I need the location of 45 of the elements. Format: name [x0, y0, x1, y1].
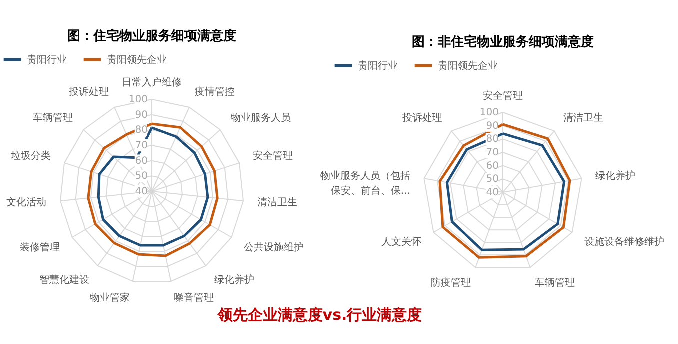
spoke-label: 安全管理 [252, 150, 293, 162]
spoke-label: 清洁卫生 [563, 112, 604, 124]
spoke-label: 投诉处理 [402, 112, 443, 124]
y-tick-label: 50 [486, 174, 499, 186]
y-tick-label: 80 [135, 125, 148, 136]
spoke-label: 疫情管控 [195, 86, 236, 98]
spoke-label: 车辆管理 [33, 112, 74, 124]
y-tick-label: 80 [486, 134, 499, 146]
y-tick-label: 50 [135, 171, 148, 182]
spoke-label: 文化活动 [6, 196, 47, 209]
spoke-label: 设施设备维修维护 [584, 236, 664, 248]
spoke-label: 物业管家 [90, 292, 130, 304]
chart-title: 图：住宅物业服务细项满意度 [68, 28, 236, 44]
y-tick-label: 60 [135, 156, 148, 167]
spoke-label: 安全管理 [483, 90, 523, 102]
y-tick-label: 40 [486, 188, 499, 198]
legend-label: 贵阳领先企业 [107, 54, 167, 66]
spoke-label: 绿化养护 [596, 170, 636, 182]
spoke-label: 防疫管理 [430, 277, 471, 290]
spoke-label: 车辆管理 [535, 277, 576, 290]
spoke-label: 日常入户维修 [122, 76, 182, 89]
spoke-label: 清洁卫生 [257, 196, 298, 209]
y-tick-label: 100 [480, 108, 499, 118]
y-tick-label: 40 [135, 186, 148, 198]
legend-label: 贵阳行业 [358, 60, 398, 72]
spoke-label: 智慧化建设 [40, 274, 90, 286]
spoke-label: 绿化养护 [214, 274, 254, 286]
legend-label: 贵阳行业 [27, 54, 67, 66]
spoke-label: 人文关怀 [382, 236, 422, 248]
y-tick-label: 70 [135, 140, 148, 152]
spoke-label: 物业服务人员（包括保安、前台、保... [320, 170, 410, 198]
spoke-label: 物业服务人员 [230, 112, 291, 124]
spoke-label: 装修管理 [20, 241, 60, 254]
y-tick-label: 70 [486, 148, 499, 158]
y-tick-label: 90 [486, 120, 499, 132]
spoke-label: 投诉处理 [68, 86, 109, 98]
y-tick-label: 90 [135, 110, 148, 121]
spoke-label: 垃圾分类 [10, 150, 52, 162]
chart-title: 图：非住宅物业服务细项满意度 [412, 34, 594, 50]
legend-label: 贵阳领先企业 [438, 60, 498, 72]
spoke-label: 公共设施维护 [244, 241, 304, 254]
y-tick-label: 100 [128, 94, 148, 106]
text: 领先企业满意度vs.行业满意度 [216, 306, 424, 325]
spoke-label: 噪音管理 [174, 292, 214, 304]
y-tick-label: 60 [486, 160, 499, 172]
